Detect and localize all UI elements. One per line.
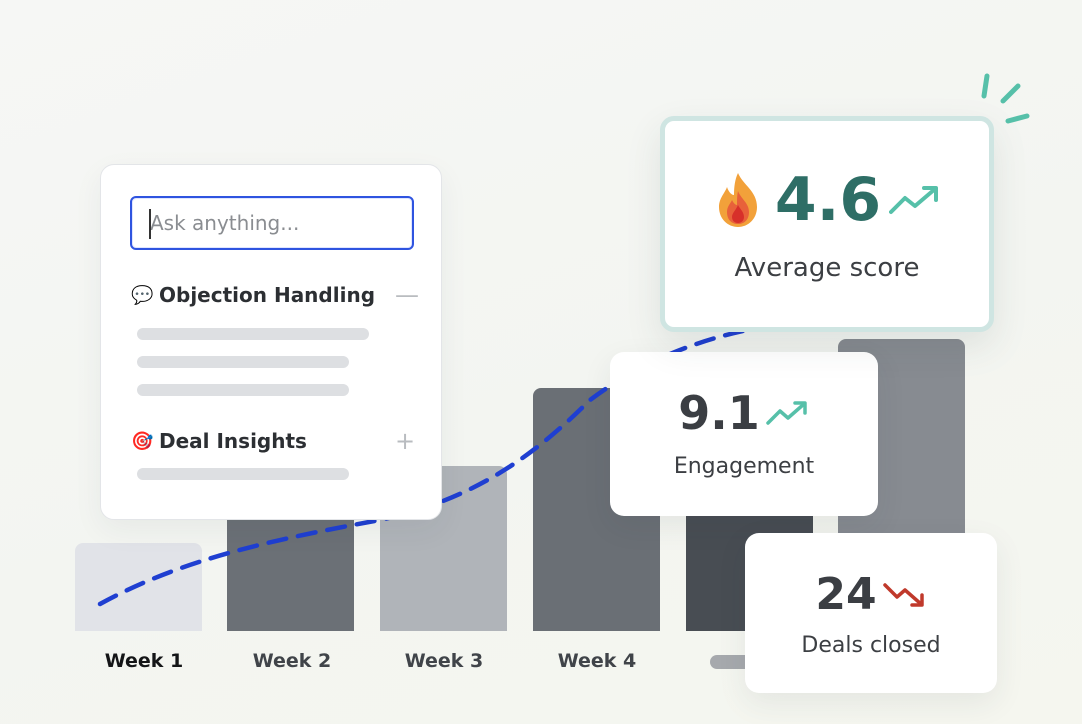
- expand-icon[interactable]: +: [395, 427, 416, 455]
- engagement-value: 9.1: [678, 386, 760, 440]
- week-2-label[interactable]: Week 2: [252, 650, 332, 672]
- fire-icon: [718, 173, 757, 227]
- week-4-label[interactable]: Week 4: [557, 650, 637, 672]
- search-input[interactable]: [132, 198, 410, 248]
- average-score-label: Average score: [734, 253, 920, 283]
- skeleton-line: [137, 328, 369, 340]
- engagement-card: 9.1 Engagement: [610, 352, 878, 516]
- deals-closed-card: 24 Deals closed: [745, 533, 997, 693]
- skeleton-line: [137, 384, 349, 396]
- skeleton-line: [137, 356, 349, 368]
- trend-up-icon: [889, 186, 939, 214]
- speech-bubble-icon: 💬: [131, 284, 154, 305]
- text-cursor: [149, 209, 151, 239]
- section-title-deal-insights: Deal Insights: [159, 429, 307, 453]
- collapse-icon[interactable]: —: [395, 281, 419, 309]
- target-icon: 🎯: [131, 430, 154, 451]
- average-score-value: 4.6: [774, 165, 882, 235]
- engagement-label: Engagement: [673, 454, 815, 479]
- trend-up-icon: [766, 401, 807, 425]
- trend-down-icon: [882, 582, 924, 607]
- section-title-objection-handling: Objection Handling: [159, 283, 376, 307]
- deals-closed-value: 24: [815, 569, 877, 620]
- section-objection-handling[interactable]: 💬 Objection Handling —: [131, 281, 419, 309]
- search-box[interactable]: [130, 196, 414, 250]
- week-3-label[interactable]: Week 3: [404, 650, 484, 672]
- section-deal-insights[interactable]: 🎯 Deal Insights +: [131, 427, 415, 455]
- sparkle-icon: [981, 73, 1030, 124]
- week-2-bar: [227, 500, 354, 631]
- assistant-panel: 💬 Objection Handling — 🎯 Deal Insights +: [100, 164, 442, 520]
- skeleton-line: [137, 468, 349, 480]
- average-score-card: 4.6 Average score: [660, 116, 994, 332]
- deals-closed-label: Deals closed: [801, 633, 941, 658]
- week-1-label[interactable]: Week 1: [104, 650, 184, 672]
